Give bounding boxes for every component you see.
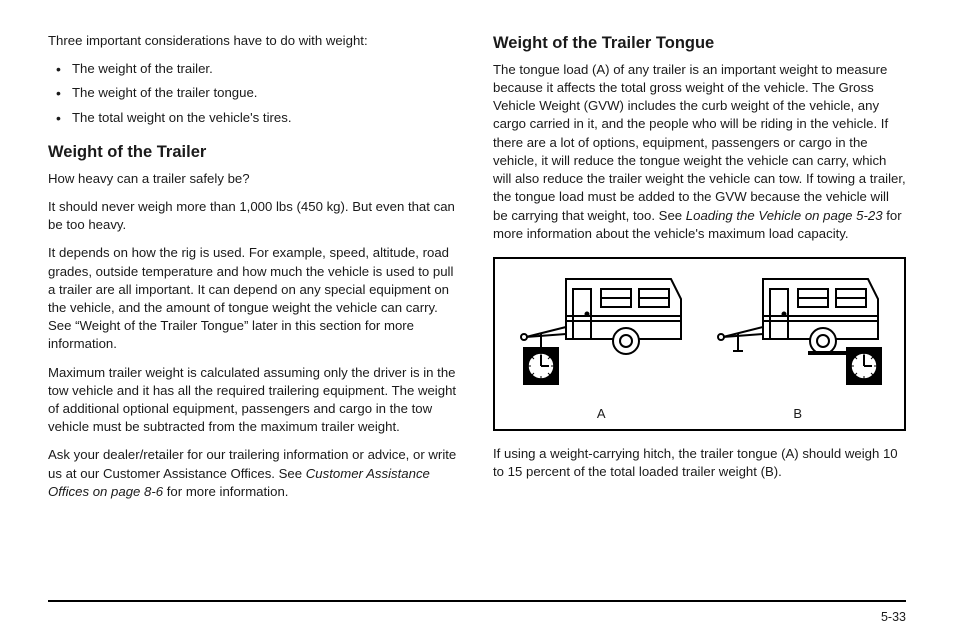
bullet-item: The weight of the trailer tongue. bbox=[72, 84, 461, 102]
diagram-label-a: A bbox=[597, 405, 606, 423]
intro-text: Three important considerations have to d… bbox=[48, 32, 461, 50]
trailer-b-unit: B bbox=[708, 269, 888, 423]
section-heading-trailer-weight: Weight of the Trailer bbox=[48, 141, 461, 164]
page-number: 5-33 bbox=[48, 610, 906, 624]
diagram-label-b: B bbox=[793, 405, 802, 423]
cross-ref: Loading the Vehicle on page 5-23 bbox=[686, 208, 883, 223]
bullet-list: The weight of the trailer. The weight of… bbox=[48, 60, 461, 127]
footer-divider bbox=[48, 600, 906, 602]
text-span: The tongue load (A) of any trailer is an… bbox=[493, 62, 906, 223]
right-column: Weight of the Trailer Tongue The tongue … bbox=[493, 32, 906, 592]
body-text: The tongue load (A) of any trailer is an… bbox=[493, 61, 906, 243]
bullet-item: The weight of the trailer. bbox=[72, 60, 461, 78]
section-heading-tongue-weight: Weight of the Trailer Tongue bbox=[493, 32, 906, 55]
body-text: If using a weight-carrying hitch, the tr… bbox=[493, 445, 906, 481]
trailer-b-icon bbox=[708, 269, 888, 399]
left-column: Three important considerations have to d… bbox=[48, 32, 461, 592]
trailer-diagram: A bbox=[493, 257, 906, 431]
trailer-a-unit: A bbox=[511, 269, 691, 423]
page-content: Three important considerations have to d… bbox=[48, 32, 906, 592]
body-text: It depends on how the rig is used. For e… bbox=[48, 244, 461, 353]
body-text: How heavy can a trailer safely be? bbox=[48, 170, 461, 188]
body-text: Maximum trailer weight is calculated ass… bbox=[48, 364, 461, 437]
body-text: It should never weigh more than 1,000 lb… bbox=[48, 198, 461, 234]
trailer-a-icon bbox=[511, 269, 691, 399]
text-span: for more information. bbox=[163, 484, 288, 499]
bullet-item: The total weight on the vehicle's tires. bbox=[72, 109, 461, 127]
body-text: Ask your dealer/retailer for our trailer… bbox=[48, 446, 461, 501]
